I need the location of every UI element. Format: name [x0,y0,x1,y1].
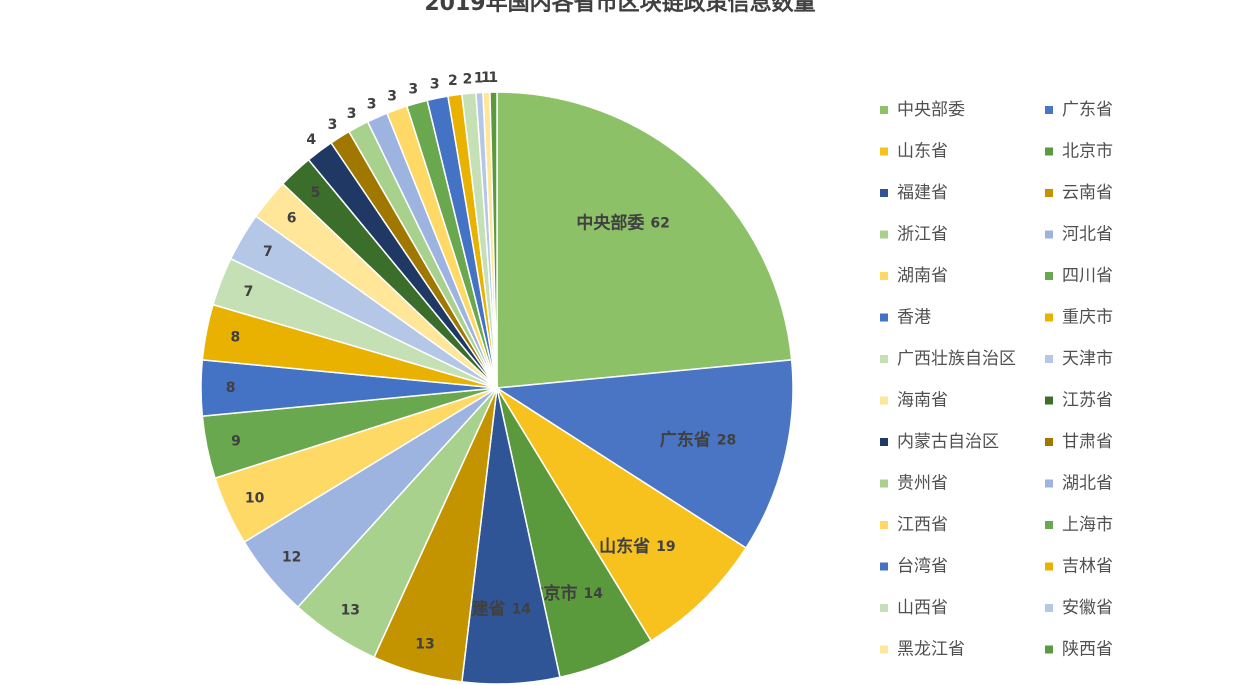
legend-label: 湖南省 [897,266,948,286]
slice-value: 7 [244,284,254,300]
slice-value: 3 [387,88,397,104]
legend-label: 山东省 [897,142,948,162]
slice-value: 1 [474,71,484,87]
pie-slice [494,359,794,550]
legend-swatch [880,562,888,571]
legend-label: 陕西省 [1062,640,1113,660]
legend-label: 四川省 [1062,266,1113,286]
legend-swatch [1045,479,1053,488]
slice-value: 3 [367,97,377,113]
legend-label: 海南省 [897,391,948,411]
legend-swatch [1045,645,1053,654]
legend-swatch [880,521,888,529]
slice-value: 1 [488,70,498,86]
legend-swatch [880,396,888,405]
legend-label: 广西壮族自治区 [897,349,1016,369]
slice-value: 5 [311,185,321,201]
slice-name: 广东省 [660,429,711,450]
legend-label: 甘肃省 [1062,432,1113,452]
slice-value: 8 [226,380,236,396]
legend-swatch [1045,189,1053,197]
legend-label: 广东省 [1062,100,1113,120]
legend-label: 江西省 [897,515,948,535]
legend-label: 河北省 [1062,225,1113,245]
legend-swatch [880,189,888,197]
legend-swatch [1045,230,1053,239]
slice-value: 14 [584,586,604,602]
legend-swatch [880,604,888,612]
slice-value: 2 [463,71,473,87]
legend-label: 云南省 [1062,183,1113,203]
legend-swatch [880,479,888,488]
legend-swatch [880,645,888,654]
slice-value: 13 [415,636,434,652]
slice-value: 9 [231,434,241,450]
legend-swatch [880,313,888,322]
legend-swatch [880,147,888,156]
slice-value: 1 [481,70,491,86]
slice-value: 62 [650,216,669,232]
slice-name: 中央部委 [576,213,644,234]
slice-value: 28 [717,432,736,448]
legend-swatch [880,230,888,239]
legend-label: 天津市 [1062,349,1113,369]
pie-slice [496,387,748,642]
slice-value: 12 [282,550,301,566]
legend-swatch [1045,604,1053,612]
slice-value: 8 [231,330,241,346]
slice-value: 14 [512,602,532,618]
legend-label: 香港 [897,308,931,328]
legend-label: 湖北省 [1062,474,1113,494]
legend-label: 台湾省 [897,557,948,577]
legend-label: 黑龙江省 [897,640,965,660]
pie-slice [489,91,498,389]
legend-swatch [1045,396,1053,405]
legend-label: 重庆市 [1062,308,1113,328]
slice-name: 山东省 [599,536,650,557]
legend-swatch [1045,438,1053,446]
legend-label: 吉林省 [1062,557,1113,577]
slice-value: 3 [328,117,338,133]
legend-swatch [880,355,888,363]
legend-label: 中央部委 [897,100,965,120]
legend-swatch [880,272,888,280]
slice-value: 3 [347,106,357,122]
legend-swatch [1045,313,1053,322]
legend-swatch [1045,562,1053,571]
legend-swatch [880,106,888,114]
legend-swatch [1045,521,1053,529]
slice-value: 13 [341,602,360,618]
slice-value: 4 [306,132,316,148]
legend-label: 山西省 [897,598,948,618]
legend-label: 江苏省 [1062,391,1113,411]
legend-label: 内蒙古自治区 [897,432,999,452]
legend-swatch [880,438,888,446]
legend-swatch [1045,147,1053,156]
legend-swatch [1045,106,1053,114]
legend-label: 北京市 [1062,142,1113,162]
slice-value: 10 [245,491,265,507]
slice-value: 2 [448,73,458,89]
slice-value: 3 [430,76,440,92]
legend-label: 安徽省 [1062,598,1113,618]
slice-value: 19 [656,539,675,555]
legend-label: 浙江省 [897,225,948,245]
legend-label: 上海市 [1062,515,1113,535]
slice-value: 3 [408,82,418,98]
slice-value: 6 [287,210,297,226]
legend-label: 福建省 [897,183,948,203]
legend-swatch [1045,272,1053,280]
pie-slice [496,91,793,389]
legend-swatch [1045,355,1053,363]
chart-title: 2019年国内各省市区块链政策信息数量 [424,0,815,16]
legend-label: 贵州省 [897,474,948,494]
slice-value: 7 [263,244,273,260]
